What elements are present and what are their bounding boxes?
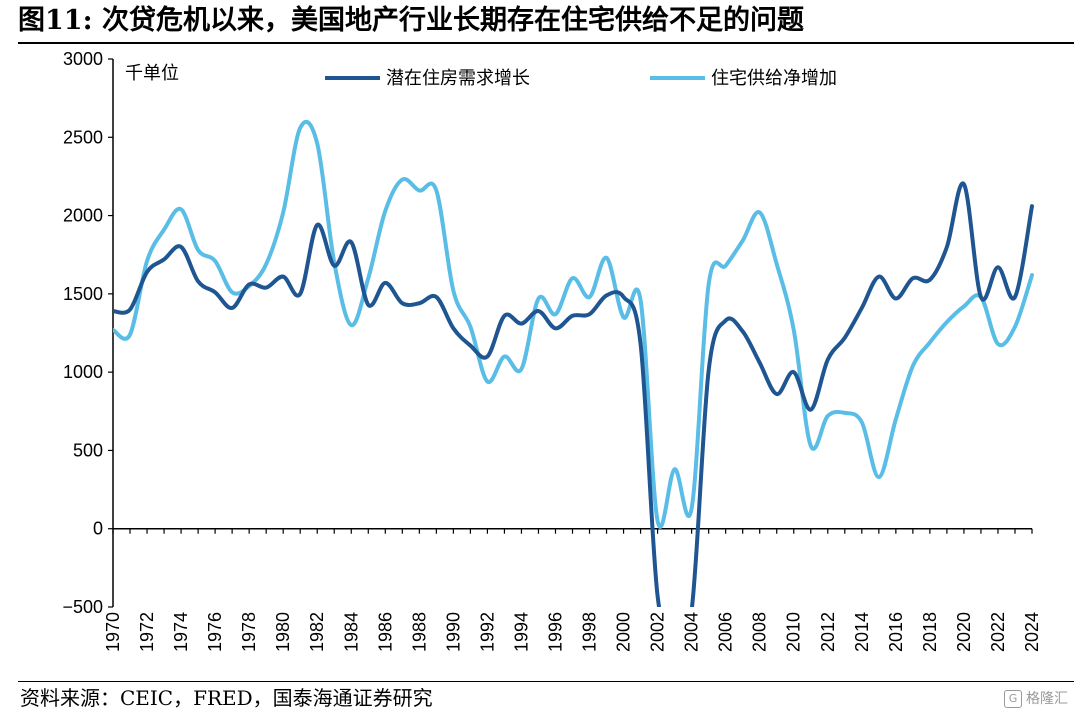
x-tick-label: 1972 — [137, 612, 157, 652]
legend-label-demand: 潜在住房需求增长 — [386, 68, 530, 89]
x-tick-label: 1988 — [409, 612, 429, 652]
chart-series — [113, 119, 1034, 607]
watermark: G 格隆汇 — [1004, 688, 1068, 710]
figure-title: 图11: 次贷危机以来，美国地产行业长期存在住宅供给不足的问题 — [18, 5, 804, 36]
x-tick-label: 1994 — [511, 612, 531, 652]
watermark-logo-icon: G — [1004, 690, 1022, 708]
x-tick-label: 2004 — [682, 612, 702, 652]
y-tick-label: 2000 — [63, 206, 103, 226]
x-tick-label: 2020 — [954, 612, 974, 652]
x-tick-label: 2014 — [852, 612, 872, 652]
x-tick-label: 1992 — [477, 612, 497, 652]
x-tick-label: 1990 — [443, 612, 463, 652]
title-divider — [18, 42, 1074, 44]
y-tick-label: 1500 — [63, 284, 103, 304]
series-line-demand — [113, 181, 1034, 607]
y-tick-label: −500 — [62, 597, 103, 617]
source-divider — [18, 681, 1074, 682]
x-tick-label: 1998 — [580, 612, 600, 652]
x-tick-label: 2008 — [750, 612, 770, 652]
x-tick-label: 2000 — [614, 612, 634, 652]
y-tick-label: 2500 — [63, 127, 103, 147]
x-tick-label: 2018 — [920, 612, 940, 652]
chart-axes: −500 0 500 1000 1500 2000 2500 3000 1970 1972 1974… — [62, 49, 1042, 652]
legend-label-supply: 住宅供给净增加 — [711, 68, 837, 89]
series-line-supply — [113, 119, 1034, 529]
y-axis-unit-label: 千单位 — [125, 63, 179, 84]
y-tick-label: 1000 — [63, 362, 103, 382]
x-tick-label: 1976 — [205, 612, 225, 652]
watermark-text: 格隆汇 — [1026, 691, 1068, 707]
x-tick-label: 1980 — [273, 612, 293, 652]
x-tick-label: 1970 — [103, 612, 123, 652]
x-tick-label: 2012 — [818, 612, 838, 652]
x-tick-label: 1978 — [239, 612, 259, 652]
x-tick-label: 1984 — [341, 612, 361, 652]
chart-legend: 潜在住房需求增长 住宅供给净增加 — [325, 68, 837, 89]
y-tick-label: 500 — [73, 440, 103, 460]
x-tick-label: 2006 — [716, 612, 736, 652]
x-tick-label: 2024 — [1022, 612, 1042, 652]
x-tick-label: 1974 — [171, 612, 191, 652]
x-tick-label: 1982 — [307, 612, 327, 652]
x-tick-label: 1986 — [375, 612, 395, 652]
source-note: 资料来源：CEIC，FRED，国泰海通证券研究 — [20, 686, 433, 710]
x-tick-label: 2016 — [886, 612, 906, 652]
y-tick-label: 0 — [93, 519, 103, 539]
x-tick-label: 1996 — [545, 612, 565, 652]
x-tick-label: 2002 — [648, 612, 668, 652]
x-tick-label: 2022 — [988, 612, 1008, 652]
y-tick-label: 3000 — [63, 49, 103, 69]
x-tick-label: 2010 — [784, 612, 804, 652]
